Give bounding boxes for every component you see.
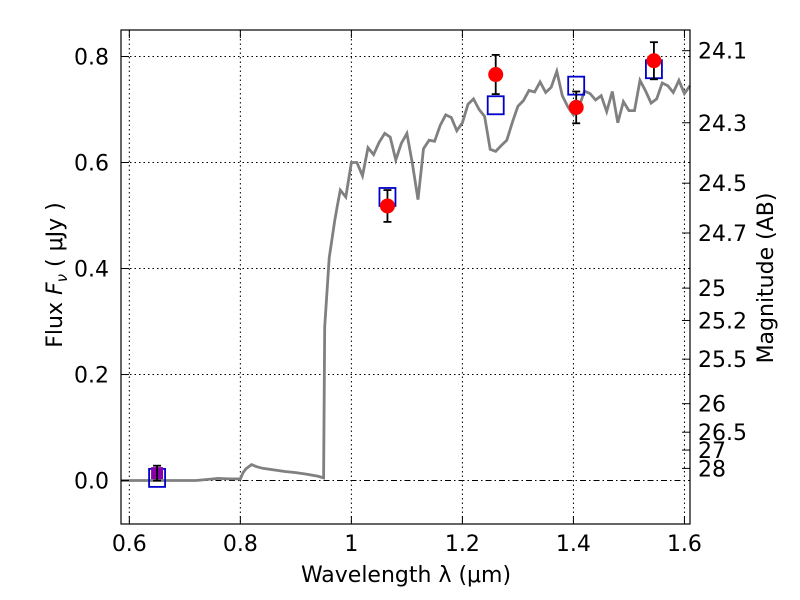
magnitude-tick-label: 24.7 [698, 222, 747, 247]
x-tick-label: 1 [344, 532, 358, 557]
magnitude-tick-label: 24.3 [698, 112, 747, 137]
y-tick-label: 0.6 [74, 152, 109, 177]
magnitude-tick-label: 28 [698, 457, 726, 482]
y-tick-label: 0.0 [74, 470, 109, 495]
magnitude-tick-label: 25 [698, 277, 726, 302]
plot-frame [120, 29, 691, 525]
y2-axis-title: Magnitude (AB) [754, 193, 779, 364]
model-spectrum-line [121, 66, 692, 482]
axis-ticks [121, 30, 690, 524]
x-tick-label: 0.8 [223, 532, 258, 557]
y-tick-label: 0.4 [74, 258, 109, 283]
magnitude-tick-label: 25.2 [698, 309, 747, 334]
magnitude-tick-label: 26.5 [698, 421, 747, 446]
y-tick-label: 0.2 [74, 364, 109, 389]
x-tick-label: 1.4 [556, 532, 591, 557]
x-axis-title: Wavelength λ (μm) [301, 563, 511, 588]
x-tick-label: 0.6 [112, 532, 147, 557]
observed-flux-point [379, 198, 395, 214]
observed-flux-point [568, 99, 584, 115]
y-tick-label: 0.8 [74, 46, 109, 71]
grid-lines [121, 30, 690, 524]
x-tick-label: 1.6 [667, 532, 702, 557]
x-tick-label: 1.2 [445, 532, 480, 557]
magnitude-tick-label: 26 [698, 393, 726, 418]
y-axis-title: Flux Fν ( μJy ) [43, 202, 71, 347]
magnitude-tick-label: 27 [698, 439, 726, 464]
magnitude-tick-label: 25.5 [698, 348, 747, 373]
data-marks [148, 41, 663, 488]
magnitude-tick-label: 24.1 [698, 40, 747, 65]
tick-labels: 0.6 0.8 1 1.2 1.4 1.6 0.0 0.2 0.4 0.6 0.8 24.1 24.3 2… [74, 40, 747, 557]
model-photometry-square [486, 95, 505, 116]
observed-flux-point [646, 53, 662, 69]
magnitude-tick-label: 24.5 [698, 172, 747, 197]
observed-flux-point [488, 67, 504, 83]
